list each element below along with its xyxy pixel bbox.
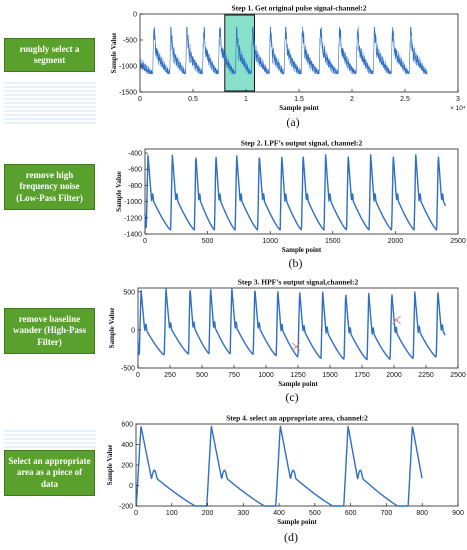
- x-tick-label: 400: [273, 510, 285, 517]
- x-tick-label: 1500: [322, 372, 338, 379]
- x-axis-label: Sample point: [278, 380, 318, 388]
- y-axis-label: Sample Value: [115, 171, 123, 212]
- chart-panel-2: 0 500 1000 1500 2000 2500 -400 -600 -800 -1000 -12…: [115, 139, 466, 271]
- x-axis-label: Sample point: [279, 104, 319, 112]
- step-1-box: roughly select a segment: [4, 38, 95, 72]
- chart-panel-4: 0 100 200 300 400 500 600 700 800 9006004002000-2…: [106, 414, 464, 545]
- plot-frame: [139, 13, 459, 93]
- signal-line: [144, 154, 447, 231]
- x-tick-label: 300: [237, 510, 249, 517]
- x-tick-label: 2000: [388, 238, 404, 245]
- y-tick-label: -1500: [119, 90, 137, 97]
- x-tick-label: 2.5: [400, 96, 410, 103]
- x-tick-label: 600: [345, 510, 357, 517]
- y-tick-label: -1000: [124, 199, 142, 206]
- y-axis-label: Sample Value: [108, 308, 116, 349]
- chart-title: Step 3. HPF’s output signal,channel:2: [238, 278, 359, 287]
- x-tick-label: 200: [202, 510, 214, 517]
- x-tick-label: 2500: [450, 372, 466, 379]
- panel-label: (a): [286, 115, 299, 129]
- y-tick-label: 200: [121, 463, 133, 470]
- marker-1: [291, 342, 301, 352]
- x-tick-label: 750: [228, 372, 240, 379]
- ghost-text-d: [4, 430, 96, 450]
- x-tick-label: 100: [166, 510, 178, 517]
- y-tick-label: 0: [129, 483, 133, 490]
- x-tick-label: 2000: [386, 372, 402, 379]
- y-tick-label: -200: [119, 504, 133, 511]
- x-axis-label: Sample point: [277, 518, 317, 526]
- x-tick-label: 1500: [325, 238, 341, 245]
- y-tick-label: 0: [131, 327, 135, 334]
- marker-2: [392, 315, 401, 325]
- y-tick-label: -1000: [119, 64, 137, 71]
- x-tick-label: 700: [381, 510, 393, 517]
- signal-line: [137, 287, 446, 361]
- ghost-text-a: [4, 82, 96, 126]
- y-tick-label: -500: [123, 38, 137, 45]
- x-tick-label: 1250: [290, 372, 306, 379]
- x-tick-label: 1000: [258, 372, 274, 379]
- x-tick-label: 500: [309, 510, 321, 517]
- marker-stroke: [291, 342, 301, 352]
- signal-line: [139, 26, 428, 75]
- x-tick-label: 250: [164, 372, 176, 379]
- x-tick-label: 900: [452, 510, 464, 517]
- step-2-box: remove high frequency noise (Low-Pass Fi…: [4, 164, 95, 210]
- x-axis-label: Sample point: [282, 246, 322, 254]
- y-tick-label: -600: [128, 167, 142, 174]
- x-tick-label: 2: [350, 96, 354, 103]
- y-axis-label: Sample Value: [110, 33, 118, 74]
- x-tick-label: 1: [244, 96, 248, 103]
- y-tick-label: -1400: [124, 232, 142, 239]
- panel-label: (d): [284, 530, 298, 544]
- y-tick-label: 0: [133, 12, 137, 19]
- x-tick-label: 0: [136, 372, 140, 379]
- step-3-box: remove baseline wander (High-Pass Filter…: [4, 308, 95, 354]
- x-tick-label: 1000: [262, 238, 278, 245]
- x-exponent-label: × 10⁴: [450, 105, 466, 112]
- signal-line: [135, 425, 423, 507]
- y-tick-label: -800: [128, 183, 142, 190]
- x-tick-label: 800: [416, 510, 428, 517]
- x-tick-label: 2500: [450, 238, 466, 245]
- x-tick-label: 1750: [354, 372, 370, 379]
- y-tick-label: -500: [121, 366, 135, 373]
- x-tick-label: 0: [134, 510, 138, 517]
- panel-label: (c): [285, 390, 298, 404]
- x-tick-label: 0: [143, 238, 147, 245]
- chart-panel-1: 0 0.5 1 1.5 2 2.5 3 0 -500 -1000 -1500 × 10⁴ Step 1.…: [110, 4, 466, 130]
- y-tick-label: -400: [128, 151, 142, 158]
- chart-title: Step 2. LPF’s output signal, channel:2: [241, 139, 363, 148]
- x-tick-label: 0: [138, 96, 142, 103]
- x-tick-label: 500: [196, 372, 208, 379]
- panel-label: (b): [289, 256, 303, 270]
- y-tick-label: 500: [123, 289, 135, 296]
- y-axis-label: Sample Value: [106, 445, 114, 486]
- x-tick-label: 2250: [418, 372, 434, 379]
- y-tick-label: -1200: [124, 215, 142, 222]
- marker-stroke: [392, 315, 401, 325]
- chart-title: Step 1. Get original pulse signal-channe…: [231, 4, 366, 13]
- y-tick-label: 400: [121, 442, 133, 449]
- x-tick-label: 3: [456, 96, 460, 103]
- y-tick-label: 600: [121, 422, 133, 429]
- chart-title: Step 4. select an appropriate area, chan…: [226, 414, 368, 423]
- chart-panel-3: 0 250 500 750 1000 1250 1500 1750 2000 2250 2500 50…: [108, 278, 466, 405]
- plot-frame: [135, 423, 459, 507]
- x-tick-label: 0.5: [188, 96, 198, 103]
- x-tick-label: 1.5: [294, 96, 304, 103]
- x-tick-label: 500: [202, 238, 214, 245]
- step-4-box: Select an appropriate area as a piece of…: [4, 450, 95, 496]
